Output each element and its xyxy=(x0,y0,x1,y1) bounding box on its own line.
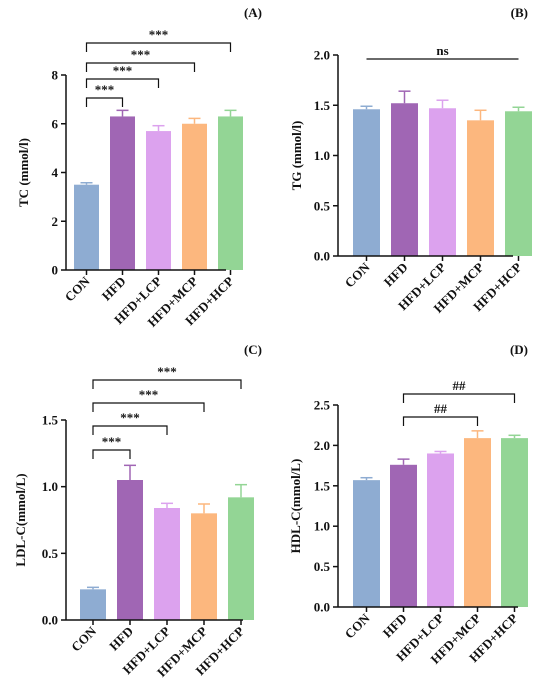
significance-label: ## xyxy=(434,401,448,416)
y-tick-label: 1.5 xyxy=(314,478,331,493)
y-tick-label: 1.5 xyxy=(42,413,59,428)
x-tick-label: HFD xyxy=(106,624,136,654)
panel-label: (B) xyxy=(511,5,528,20)
y-tick-label: 0 xyxy=(52,263,59,278)
panel-label: (D) xyxy=(510,342,528,357)
x-tick-label: CON xyxy=(342,610,373,641)
significance-label: *** xyxy=(120,410,140,425)
significance-bracket xyxy=(402,393,516,403)
significance-label: *** xyxy=(113,63,133,78)
y-tick-label: 1.0 xyxy=(42,479,58,494)
x-tick-label: HFD xyxy=(99,274,129,304)
significance-label: *** xyxy=(95,82,115,97)
chart-panel-d: (D) HDL-C(mmol/L) 0.0 0.5 1.0 1.5 2.0 2.5 CON HFD… xyxy=(288,342,528,667)
bar-hfd xyxy=(110,116,135,270)
y-tick-label: 1.5 xyxy=(314,98,331,113)
y-axis-title: LDL-C(mmol/L) xyxy=(13,473,28,566)
significance-label: ## xyxy=(453,378,467,393)
significance-label: *** xyxy=(157,364,177,379)
y-tick-label: 0.5 xyxy=(314,198,331,213)
y-tick-label: 1.0 xyxy=(314,519,330,534)
bar-hfd xyxy=(391,103,418,257)
y-tick-label: 8 xyxy=(52,68,59,83)
bar-hfd-lcp xyxy=(429,108,456,256)
significance-label: *** xyxy=(149,27,169,42)
y-tick-label: 6 xyxy=(52,116,59,131)
bar-hfd-mcp xyxy=(191,513,217,620)
y-tick-label: 2.0 xyxy=(314,438,330,453)
bar-hfd-hcp xyxy=(218,116,243,270)
bar-hfd-lcp xyxy=(146,131,171,270)
y-axis-title: HDL-C(mmol/L) xyxy=(288,459,303,554)
y-tick-label: 0.0 xyxy=(314,600,330,615)
y-axis-title: TG (mmol/l) xyxy=(289,121,304,191)
bar-hfd-mcp xyxy=(182,123,207,270)
bar-hfd xyxy=(117,480,143,620)
significance-bracket xyxy=(85,97,124,107)
y-tick-label: 0.5 xyxy=(314,559,331,574)
significance-bracket xyxy=(92,449,131,459)
y-axis-title: TC (mmol/l) xyxy=(16,138,31,207)
y-tick-label: 0.5 xyxy=(42,546,59,561)
bar-hfd xyxy=(390,464,417,607)
panel-label: (C) xyxy=(244,342,262,357)
bar-con xyxy=(80,589,106,620)
bar-hfd-hcp xyxy=(228,497,254,620)
y-tick-label: 2 xyxy=(52,214,59,229)
x-tick-label: HFD xyxy=(380,611,410,641)
y-tick-label: 4 xyxy=(52,165,59,180)
y-tick-label: 1.0 xyxy=(314,148,330,163)
significance-bracket xyxy=(85,42,232,52)
significance-bracket xyxy=(402,416,479,426)
bar-hfd-lcp xyxy=(154,508,180,620)
y-tick-label: 2.5 xyxy=(314,398,331,413)
bar-con xyxy=(74,184,99,270)
x-tick-label: CON xyxy=(68,623,99,654)
significance-label: ns xyxy=(436,43,448,58)
significance-bracket xyxy=(92,425,168,435)
y-tick-label: 2.0 xyxy=(314,48,330,63)
bar-hfd-lcp xyxy=(427,453,454,607)
y-tick-label: 0.0 xyxy=(314,249,330,264)
x-tick-label: CON xyxy=(342,259,373,290)
bar-hfd-mcp xyxy=(464,438,491,607)
significance-label: *** xyxy=(131,47,151,62)
significance-bracket xyxy=(92,379,242,389)
panel-label: (A) xyxy=(244,5,262,20)
bar-hfd-hcp xyxy=(501,438,528,607)
significance-bracket xyxy=(85,62,196,72)
bar-con xyxy=(353,109,380,257)
bar-hfd-hcp xyxy=(505,111,532,256)
bar-hfd-mcp xyxy=(467,120,494,256)
significance-label: *** xyxy=(139,387,159,402)
x-tick-label: HFD xyxy=(381,260,411,290)
y-tick-label: 0.0 xyxy=(42,613,58,628)
x-tick-label: CON xyxy=(62,273,93,304)
bar-con xyxy=(353,480,380,607)
significance-label: *** xyxy=(102,434,122,449)
significance-bracket xyxy=(92,402,205,412)
significance-bracket xyxy=(85,78,160,88)
